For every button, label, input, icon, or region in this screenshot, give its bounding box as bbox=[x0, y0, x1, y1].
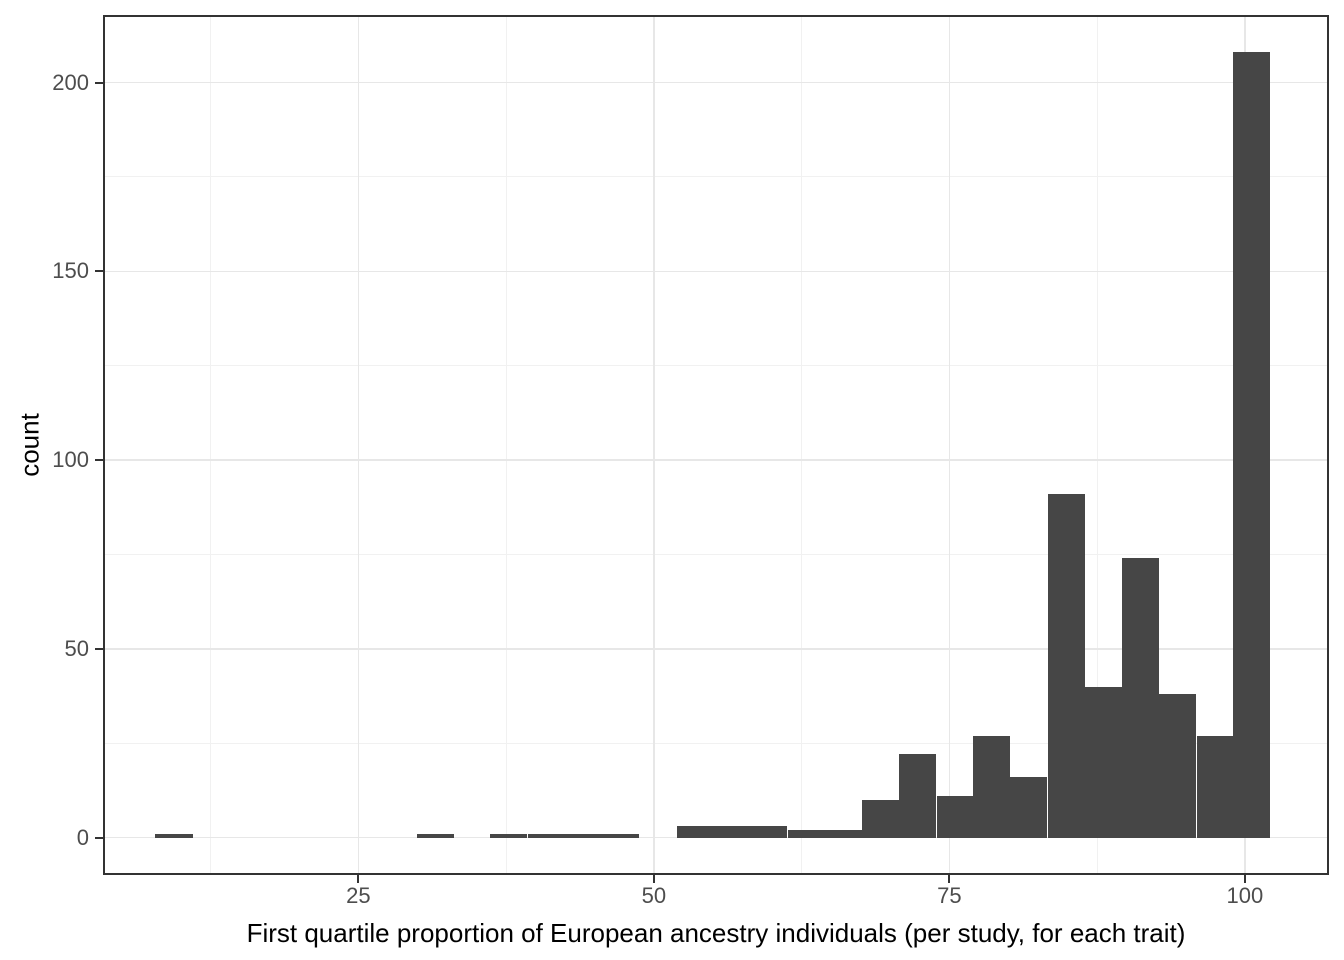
x-gridline-minor bbox=[505, 15, 507, 875]
x-gridline-major bbox=[357, 15, 360, 875]
x-tick bbox=[1243, 875, 1246, 883]
histogram-bar bbox=[1122, 558, 1160, 838]
histogram-bar bbox=[1084, 686, 1122, 838]
histogram-bar bbox=[416, 833, 454, 838]
y-tick bbox=[95, 270, 103, 273]
histogram-bar bbox=[527, 833, 565, 838]
x-tick bbox=[357, 875, 360, 883]
x-gridline-major bbox=[948, 15, 951, 875]
x-tick bbox=[652, 875, 655, 883]
x-gridline-major bbox=[653, 15, 655, 875]
histogram-bar bbox=[1233, 52, 1271, 838]
x-gridline-minor bbox=[801, 15, 803, 875]
y-gridline-major bbox=[103, 648, 1329, 650]
y-gridline-minor bbox=[103, 365, 1329, 367]
y-tick bbox=[95, 459, 103, 462]
histogram-bar bbox=[824, 829, 862, 838]
x-tick bbox=[948, 875, 951, 883]
x-tick-label: 25 bbox=[346, 883, 371, 908]
histogram-bar bbox=[602, 833, 640, 838]
y-tick-label: 0 bbox=[76, 824, 89, 850]
histogram-bar bbox=[155, 833, 193, 838]
histogram-bar bbox=[973, 735, 1011, 838]
histogram-bar bbox=[564, 833, 602, 838]
y-tick-label: 200 bbox=[52, 69, 89, 95]
histogram-bar bbox=[936, 795, 974, 838]
y-gridline-major bbox=[103, 81, 1329, 84]
y-tick-label: 50 bbox=[64, 635, 89, 661]
histogram-bar bbox=[713, 826, 751, 838]
y-tick bbox=[95, 836, 103, 839]
y-gridline-major bbox=[103, 836, 1329, 839]
y-tick bbox=[95, 81, 103, 84]
histogram-bar bbox=[787, 829, 825, 838]
x-axis-title: First quartile proportion of European an… bbox=[246, 918, 1186, 948]
y-gridline-minor bbox=[103, 553, 1329, 555]
y-gridline-major bbox=[103, 459, 1329, 461]
x-gridline-minor bbox=[210, 15, 212, 875]
y-tick-label: 100 bbox=[52, 447, 89, 473]
histogram-bar bbox=[676, 826, 714, 838]
histogram-bar bbox=[489, 833, 528, 838]
y-gridline-minor bbox=[103, 742, 1329, 744]
histogram-bar bbox=[749, 826, 788, 838]
y-tick bbox=[95, 647, 103, 650]
y-gridline-major bbox=[103, 270, 1329, 273]
x-gridline-minor bbox=[1096, 15, 1098, 875]
histogram-bar bbox=[1196, 735, 1234, 838]
y-tick-label: 150 bbox=[52, 258, 89, 284]
x-tick-label: 50 bbox=[641, 883, 667, 908]
plot-panel bbox=[103, 15, 1329, 875]
y-gridline-minor bbox=[103, 176, 1329, 178]
histogram-bar bbox=[1047, 494, 1085, 838]
x-tick-label: 75 bbox=[937, 883, 962, 908]
histogram-bar bbox=[1010, 777, 1048, 838]
histogram-bar bbox=[1158, 694, 1197, 838]
histogram-bar bbox=[898, 754, 936, 838]
x-tick-label: 100 bbox=[1226, 883, 1264, 908]
histogram-bar bbox=[862, 799, 900, 838]
